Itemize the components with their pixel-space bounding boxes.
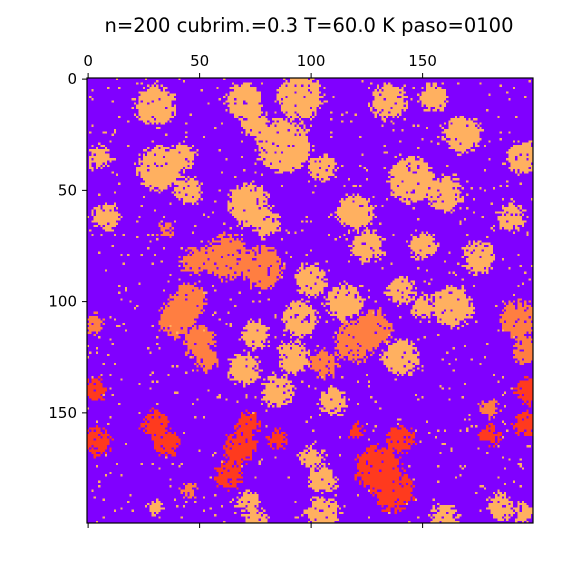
x-tick-label: 100: [297, 52, 326, 70]
x-tick-label: 0: [83, 52, 93, 70]
heatmap-cells: [87, 78, 533, 523]
heatmap-plot-area: [86, 77, 534, 524]
x-tick-label: 50: [190, 52, 209, 70]
x-tick-label: 150: [408, 52, 437, 70]
y-tick-label: 0: [67, 70, 77, 88]
chart-title: n=200 cubrim.=0.3 T=60.0 K paso=0100: [105, 14, 514, 37]
plot-frame: [86, 77, 534, 524]
x-axis-ticks: 0 50 100 150: [83, 52, 437, 528]
y-axis-ticks: 0 50 100 150: [48, 70, 87, 422]
y-tick-label: 50: [58, 181, 77, 199]
y-tick-label: 150: [48, 404, 77, 422]
y-tick-label: 100: [48, 293, 77, 311]
